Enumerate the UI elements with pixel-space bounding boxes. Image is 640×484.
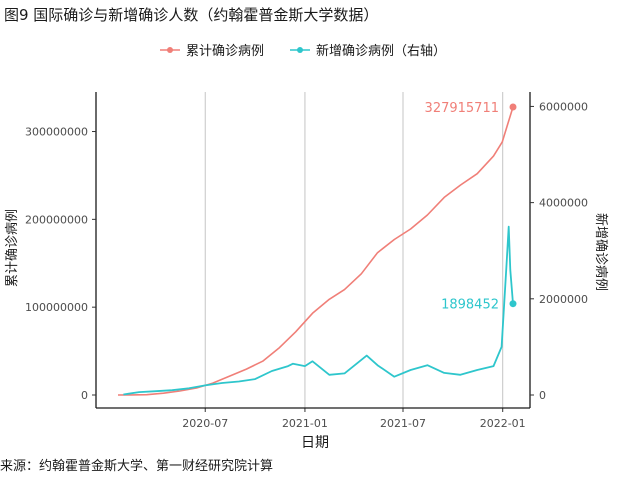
x-axis-label: 日期 <box>301 435 329 451</box>
y-left-tick-label: 100000000 <box>25 301 88 314</box>
y-right-tick-label: 4000000 <box>539 197 588 210</box>
legend-label: 累计确诊病例 <box>186 44 264 59</box>
series-end-label: 1898452 <box>441 298 499 313</box>
legend-label: 新增确诊病例（右轴） <box>316 43 446 59</box>
grid-lines <box>204 92 504 408</box>
x-tick-label: 2022-01 <box>480 417 526 430</box>
y-right-tick-label: 6000000 <box>539 100 588 113</box>
source-note: 来源：约翰霍普金斯大学、第一财经研究院计算 <box>0 458 273 474</box>
y-right-tick-label: 2000000 <box>539 293 588 306</box>
series-line-cumulative <box>117 106 514 396</box>
legend-key-point <box>167 47 173 53</box>
y-axis-right-label: 新增确诊病例 <box>593 213 609 291</box>
x-tick-label: 2020-07 <box>182 417 228 430</box>
series-end-point <box>509 300 517 308</box>
y-right-tick-label: 0 <box>539 389 546 402</box>
y-left-tick-label: 300000000 <box>25 126 88 139</box>
y-left-tick-label: 0 <box>81 389 88 402</box>
y-axis-left-label: 累计确诊病例 <box>5 209 20 287</box>
legend: 累计确诊病例 新增确诊病例（右轴） <box>160 43 446 59</box>
x-tick-label: 2021-01 <box>282 417 328 430</box>
series-end-label: 327915711 <box>425 101 499 116</box>
axes: 2020-07 2021-01 2021-07 2022-01 0 100000000 20… <box>25 92 588 430</box>
y-left-tick-label: 200000000 <box>25 213 88 226</box>
series-group: 327915711 1898452 <box>117 101 517 396</box>
chart-title: 图9 国际确诊与新增确诊人数（约翰霍普金斯大学数据） <box>4 6 378 24</box>
legend-key-point <box>297 47 303 53</box>
series-end-point <box>509 103 517 111</box>
series-line-daily-new <box>123 225 514 396</box>
x-tick-label: 2021-07 <box>380 417 426 430</box>
